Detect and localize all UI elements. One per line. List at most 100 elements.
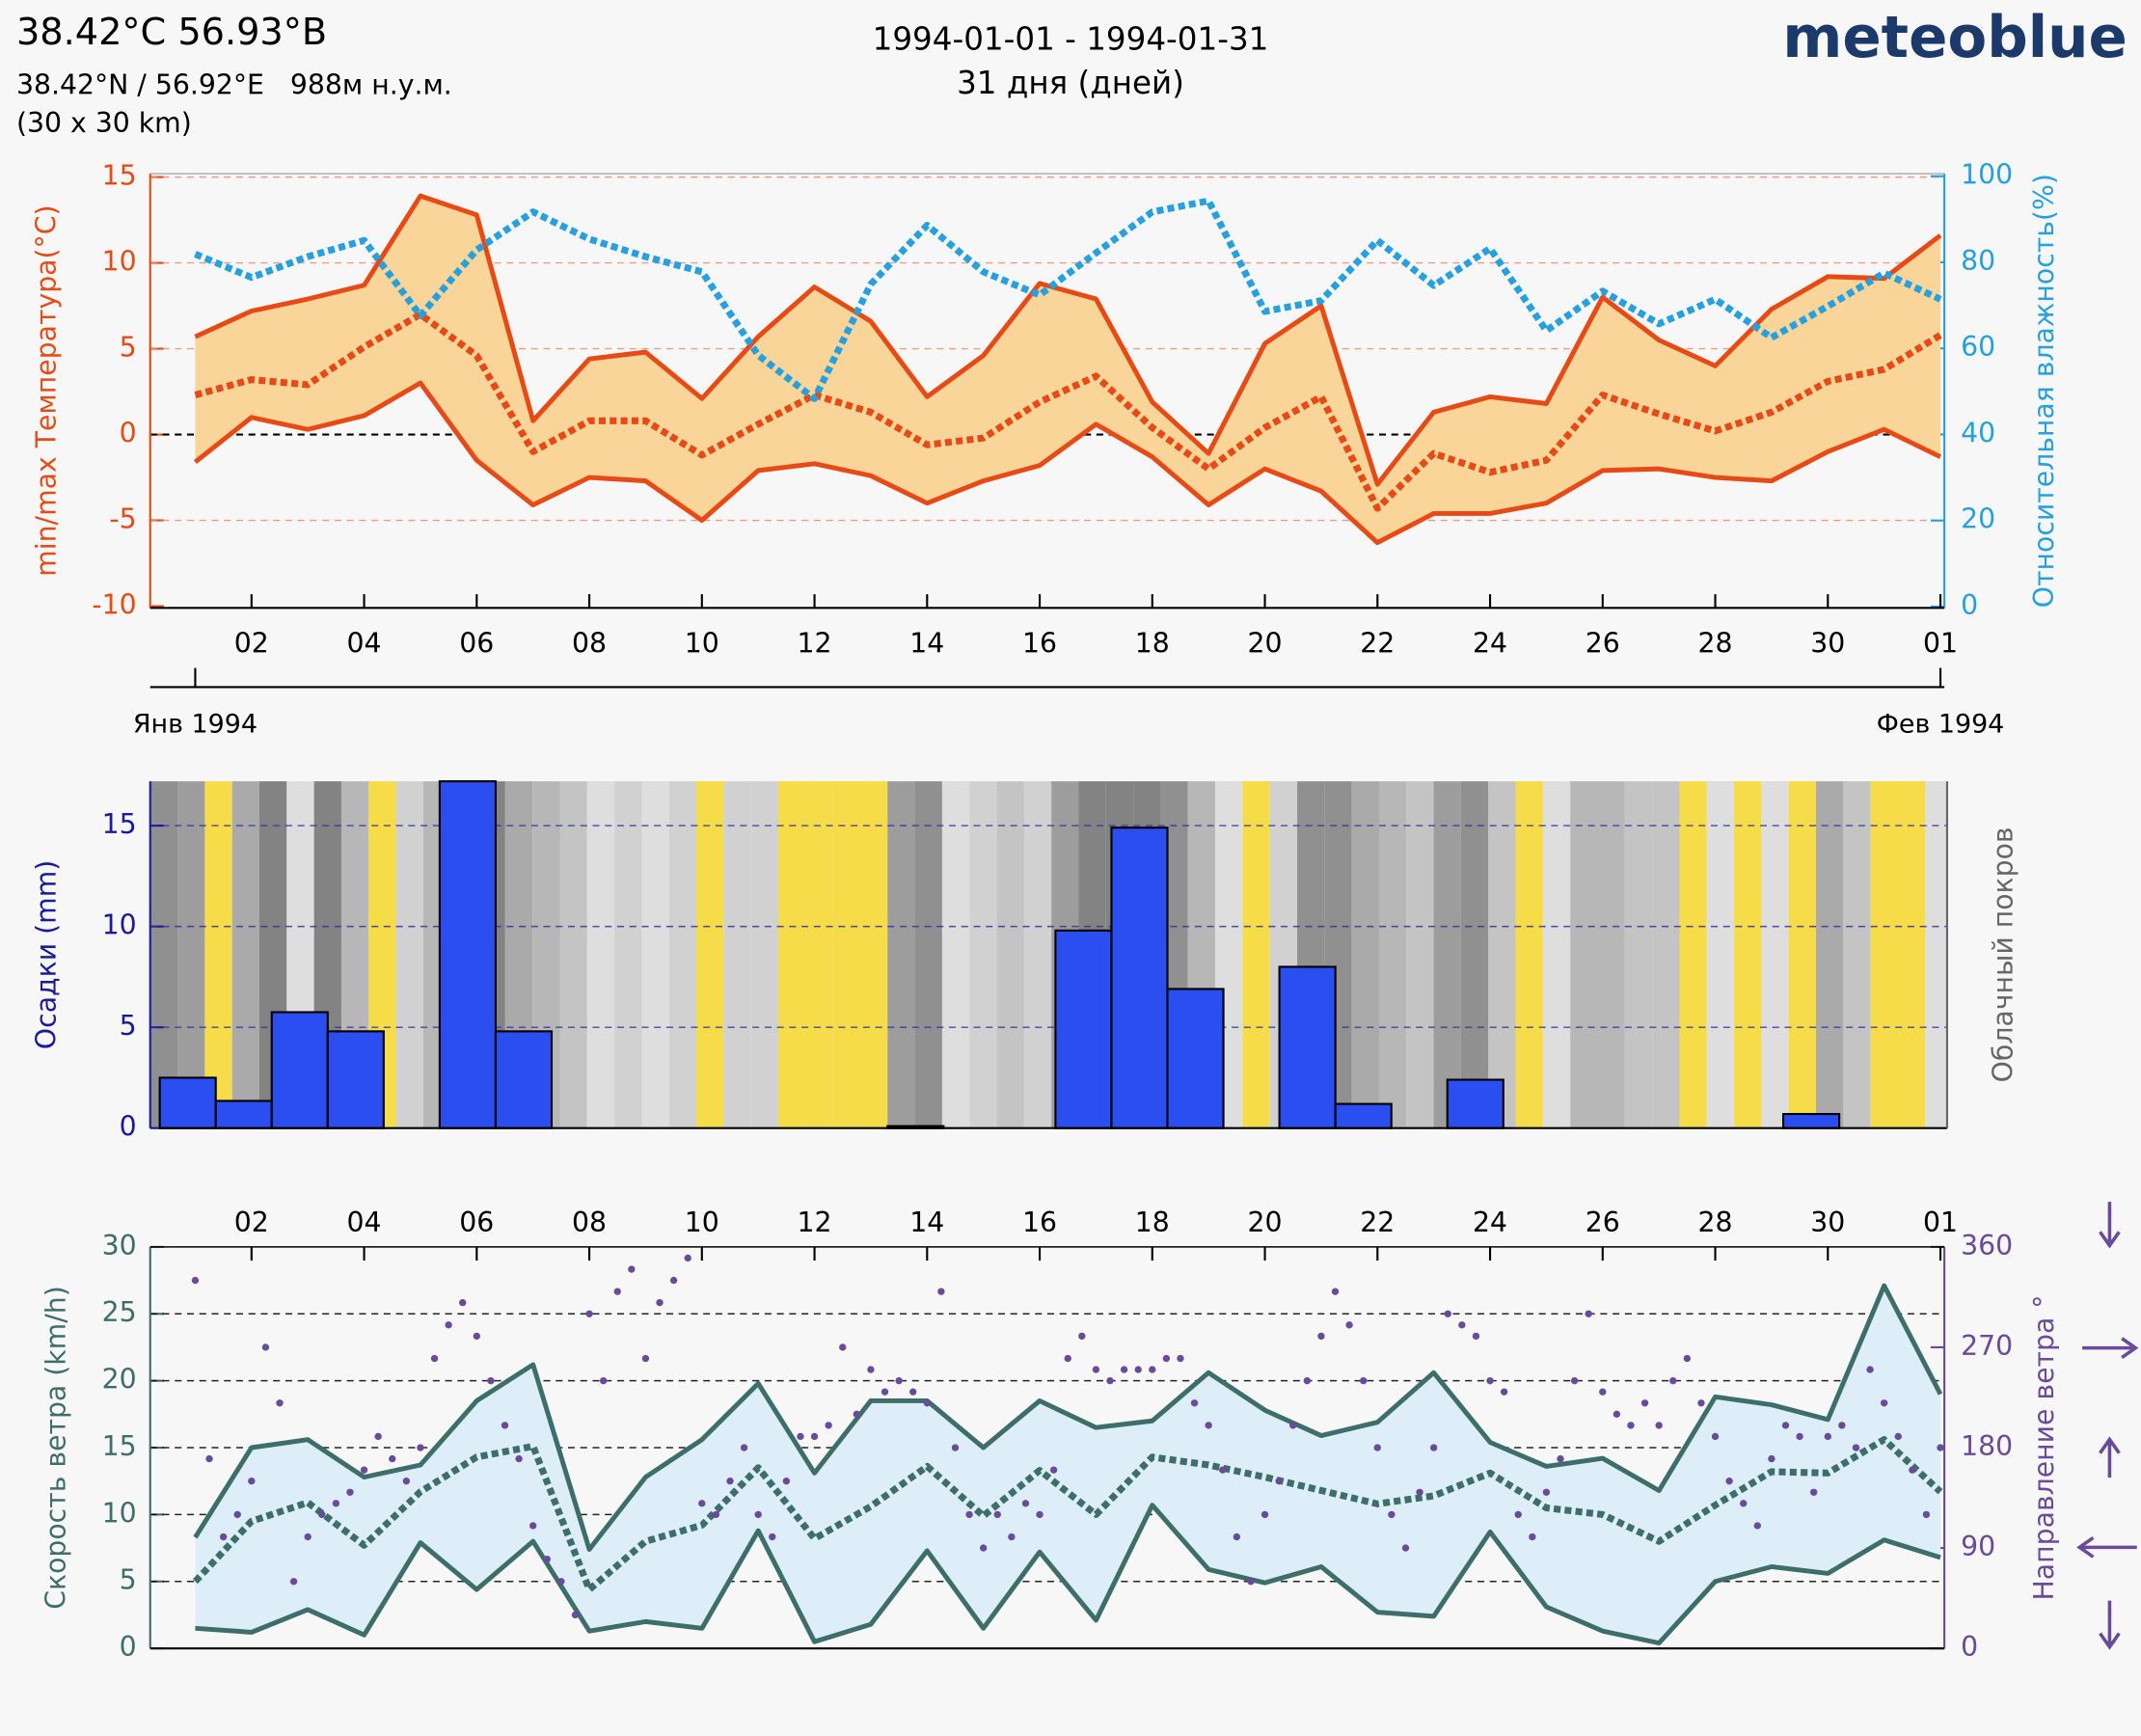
precipitation-bar	[1166, 988, 1225, 1129]
arrow-east	[2076, 1536, 2137, 1559]
cloud-cover-stripe	[1433, 781, 1461, 1128]
y-tick-label: 5	[120, 1010, 137, 1042]
coordinates: 38.42°N / 56.92°E 988м н.у.м.	[16, 68, 452, 100]
precipitation-bar	[214, 1099, 273, 1129]
day-count: 31 дня (дней)	[957, 65, 1184, 101]
wind-direction-dot	[1416, 1488, 1423, 1496]
x-tick-label: 10	[685, 1207, 719, 1238]
cloud-cover-stripe	[723, 781, 751, 1128]
wind-direction-dot	[1260, 1510, 1269, 1519]
wind-direction-dot	[669, 1276, 678, 1285]
y-tick-label: -10	[92, 589, 136, 621]
y2-tick-label: 0	[1961, 1631, 1978, 1663]
wind-direction-dot	[1909, 1466, 1916, 1474]
wind-direction-dot	[1570, 1376, 1579, 1385]
wind-direction-dot	[1360, 1376, 1368, 1385]
wind-direction-dot	[881, 1388, 889, 1396]
cloud-cover-stripe	[750, 781, 779, 1128]
wind-direction-dot	[332, 1500, 340, 1507]
wind-direction-dot	[248, 1478, 256, 1485]
cloud-cover-stripe	[1897, 781, 1926, 1128]
wind-direction-dot	[487, 1376, 495, 1385]
cloud-cover-stripe	[1788, 781, 1817, 1128]
wind-direction-dot	[515, 1454, 523, 1463]
y-tick-label: 0	[120, 418, 137, 449]
wind-direction-dot	[923, 1399, 931, 1407]
x-tick-label: 04	[347, 1207, 382, 1238]
wind-direction-dot	[1149, 1366, 1156, 1373]
wind-direction-dot	[1599, 1388, 1607, 1396]
wind-direction-dot	[459, 1299, 467, 1307]
grid-size: (30 x 30 km)	[16, 107, 192, 139]
cloud-cover-stripe	[204, 781, 232, 1128]
wind-direction-dot	[1866, 1366, 1874, 1373]
precipitation-bar	[1110, 827, 1169, 1129]
cloud-cover-stripe	[1843, 781, 1871, 1128]
wind-direction-dot	[1064, 1354, 1071, 1363]
wind-direction-dot	[1824, 1432, 1831, 1441]
wind-direction-dot	[1529, 1533, 1536, 1541]
wind-direction-dot	[979, 1544, 988, 1552]
precipitation-bar	[1278, 965, 1337, 1129]
y-tick-label: 20	[102, 1364, 137, 1396]
y-tick-label: 15	[102, 808, 137, 840]
wind-direction-dot	[1092, 1366, 1100, 1373]
cloud-cover-stripe	[1679, 781, 1707, 1128]
cloud-cover-stripe	[1351, 781, 1379, 1128]
precipitation-bar	[438, 780, 498, 1129]
y2-tick-label: 270	[1961, 1330, 2013, 1362]
wind-direction-dot	[1219, 1466, 1227, 1474]
precipitation-bar	[1446, 1078, 1504, 1129]
x-tick-label: 04	[347, 628, 382, 660]
wind-direction-dot	[1669, 1376, 1677, 1385]
cloud-cover-stripe	[1925, 781, 1947, 1128]
cloud-cover-stripe	[1734, 781, 1762, 1128]
y2-tick-label: 0	[1961, 589, 1978, 621]
x-tick-label: 18	[1135, 1207, 1170, 1238]
wind-direction-dot	[641, 1354, 650, 1363]
wind-direction-dot	[951, 1444, 960, 1451]
wind-direction-dot	[402, 1478, 411, 1485]
y-tick-label: 0	[120, 1631, 137, 1663]
x-tick-label: 10	[685, 628, 719, 660]
y-tick-label: 10	[102, 246, 137, 278]
wind-direction-dot	[1021, 1500, 1030, 1507]
wind-direction-dot	[1894, 1432, 1902, 1441]
cloud-cover-stripe	[1023, 781, 1052, 1128]
y2-tick-label: 180	[1961, 1430, 2013, 1462]
cloud-cover-stripe	[1515, 781, 1543, 1128]
x-tick-label: 20	[1248, 1207, 1283, 1238]
wind-direction-dot	[543, 1555, 551, 1563]
wind-direction-dot	[740, 1444, 748, 1451]
precipitation-bar	[494, 1030, 554, 1129]
x-tick-label: 28	[1698, 1207, 1733, 1238]
wind-direction-dot	[1458, 1321, 1466, 1329]
wind-direction-dot	[1542, 1488, 1551, 1496]
cloud-cover-stripe	[1406, 781, 1434, 1128]
wind-direction-dot	[1472, 1332, 1480, 1341]
series-line	[193, 380, 1942, 546]
wind-direction-dot	[895, 1376, 903, 1385]
wind-direction-dot	[1275, 1478, 1283, 1485]
y2-axis-label: Облачный покров	[1987, 827, 2019, 1082]
wind-direction-dot	[656, 1299, 664, 1307]
wind-direction-dot	[1134, 1366, 1142, 1373]
wind-direction-dot	[684, 1254, 691, 1262]
y-tick-label: 5	[120, 1564, 137, 1596]
wind-direction-dot	[233, 1510, 241, 1519]
cloud-cover-stripe	[832, 781, 860, 1128]
y-tick-label: -5	[109, 503, 136, 535]
cloud-cover-stripe	[1597, 781, 1625, 1128]
wind-direction-dot	[965, 1510, 973, 1519]
wind-direction-dot	[1008, 1533, 1016, 1541]
wind-direction-dot	[613, 1288, 621, 1295]
cloud-cover-stripe	[1378, 781, 1407, 1128]
x-tick-label: 24	[1473, 628, 1507, 660]
y2-axis-label: Направление ветра °	[2028, 1295, 2060, 1601]
y2-tick-label: 60	[1961, 331, 1995, 363]
cloud-cover-stripe	[696, 781, 724, 1128]
cloud-cover-stripe	[778, 781, 806, 1128]
x-tick-label: 14	[909, 628, 944, 660]
wind-direction-dot	[1486, 1376, 1494, 1385]
x-tick-label: 02	[234, 1207, 269, 1238]
